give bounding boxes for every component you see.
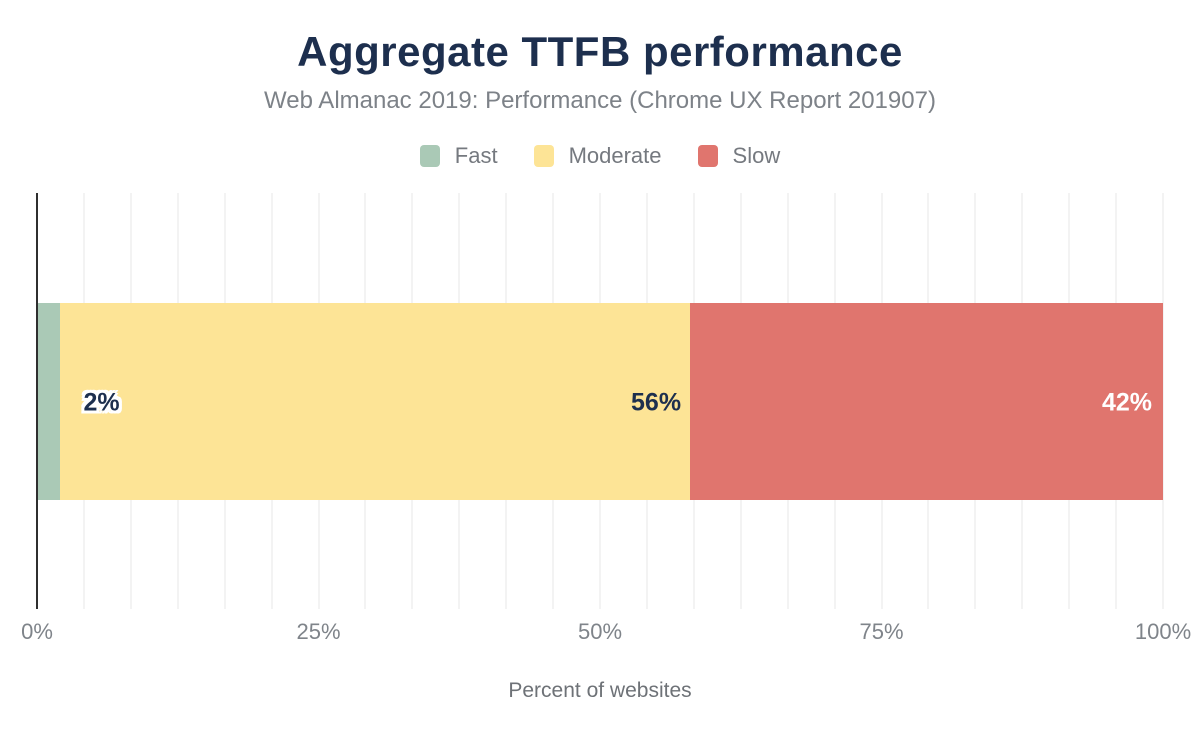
legend-item-slow: Slow <box>697 143 781 169</box>
bar-segment-slow <box>690 303 1163 500</box>
segment-label: 56% <box>631 388 682 417</box>
bar-segment-fast <box>37 303 60 500</box>
legend-swatch-moderate <box>533 145 554 167</box>
bar-segment-moderate <box>59 303 691 500</box>
legend: Fast Moderate Slow <box>0 143 1200 169</box>
stacked-bar <box>37 303 1163 500</box>
x-axis-title: Percent of websites <box>508 679 692 702</box>
x-tick-label: 100% <box>1134 619 1192 644</box>
x-tick-label: 25% <box>296 619 341 644</box>
gridline <box>1162 193 1164 609</box>
x-tick-label: 75% <box>859 619 904 644</box>
legend-label-slow: Slow <box>732 143 781 168</box>
y-axis-line <box>36 193 38 609</box>
segment-label: 42% <box>1101 388 1152 417</box>
legend-label-moderate: Moderate <box>568 143 662 168</box>
chart-title: Aggregate TTFB performance <box>297 28 903 75</box>
x-tick-label: 50% <box>577 619 623 644</box>
legend-swatch-slow <box>697 145 718 167</box>
legend-label-fast: Fast <box>454 143 498 168</box>
legend-item-moderate: Moderate <box>533 143 662 169</box>
plot-area: 2% 56% 42% 0% 25% 50% 75% 100% Percent o… <box>21 193 1191 702</box>
chart-subtitle: Web Almanac 2019: Performance (Chrome UX… <box>264 87 936 114</box>
x-tick-label: 0% <box>21 619 53 644</box>
legend-item-fast: Fast <box>419 143 498 169</box>
legend-swatch-fast <box>419 145 440 167</box>
segment-label: 2% <box>83 388 120 417</box>
